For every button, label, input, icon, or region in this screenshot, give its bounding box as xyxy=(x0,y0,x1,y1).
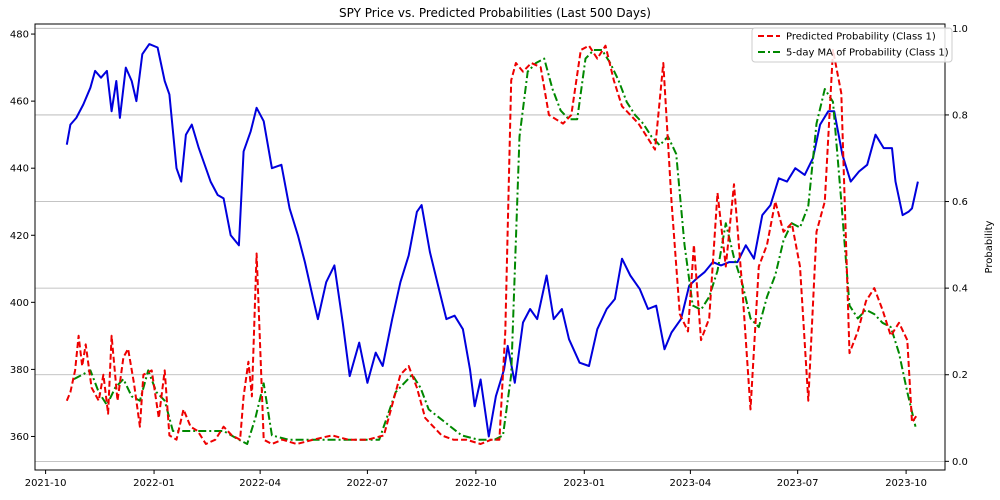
grid-layer xyxy=(35,27,945,462)
x-tick-label-4: 2022-10 xyxy=(455,478,497,489)
y2-tick-label-1: 0.2 xyxy=(952,370,968,381)
series-layer xyxy=(65,43,919,445)
probability-ma-line xyxy=(73,49,917,445)
y2-tick-label-4: 0.8 xyxy=(952,110,968,121)
y2-tick-label-5: 1.0 xyxy=(952,24,968,35)
x-tick-label-1: 2022-01 xyxy=(133,478,175,489)
y-tick-label-2: 400 xyxy=(10,298,29,309)
x-tick-label-5: 2023-01 xyxy=(563,478,605,489)
y2-tick-label-2: 0.4 xyxy=(952,284,968,295)
legend: Predicted Probability (Class 1) 5-day MA… xyxy=(751,27,953,63)
y-axis-right-ticks: 0.0 0.2 0.4 0.6 0.8 1.0 xyxy=(945,24,968,468)
predicted-probability-line xyxy=(65,44,919,445)
chart-title: SPY Price vs. Predicted Probabilities (L… xyxy=(339,6,651,20)
x-tick-label-3: 2022-07 xyxy=(347,478,389,489)
y-tick-label-4: 440 xyxy=(10,164,29,175)
legend-label-predicted: Predicted Probability (Class 1) xyxy=(786,32,936,43)
plot-frame xyxy=(34,23,946,471)
spy-price-line xyxy=(65,43,919,438)
x-axis-ticks: 2021-10 2022-01 2022-04 2022-07 2022-10 2023-… xyxy=(25,470,927,489)
y-tick-label-1: 380 xyxy=(10,365,29,376)
x-tick-label-8: 2023-10 xyxy=(885,478,927,489)
legend-box xyxy=(751,27,953,63)
x-tick-label-6: 2023-04 xyxy=(669,478,711,489)
x-tick-label-2: 2022-04 xyxy=(239,478,281,489)
y2-tick-label-3: 0.6 xyxy=(952,197,968,208)
x-tick-label-7: 2023-07 xyxy=(777,478,819,489)
y-axis-right-label: Probability xyxy=(984,220,995,273)
y-tick-label-3: 420 xyxy=(10,231,29,242)
x-tick-label-0: 2021-10 xyxy=(25,478,67,489)
y2-tick-label-0: 0.0 xyxy=(952,457,968,468)
y-tick-label-6: 480 xyxy=(10,30,29,41)
y-tick-label-5: 460 xyxy=(10,97,29,108)
y-axis-left-ticks: 360 380 400 420 440 460 480 xyxy=(10,30,35,443)
y-tick-label-0: 360 xyxy=(10,432,29,443)
legend-label-ma: 5-day MA of Probability (Class 1) xyxy=(786,48,949,59)
